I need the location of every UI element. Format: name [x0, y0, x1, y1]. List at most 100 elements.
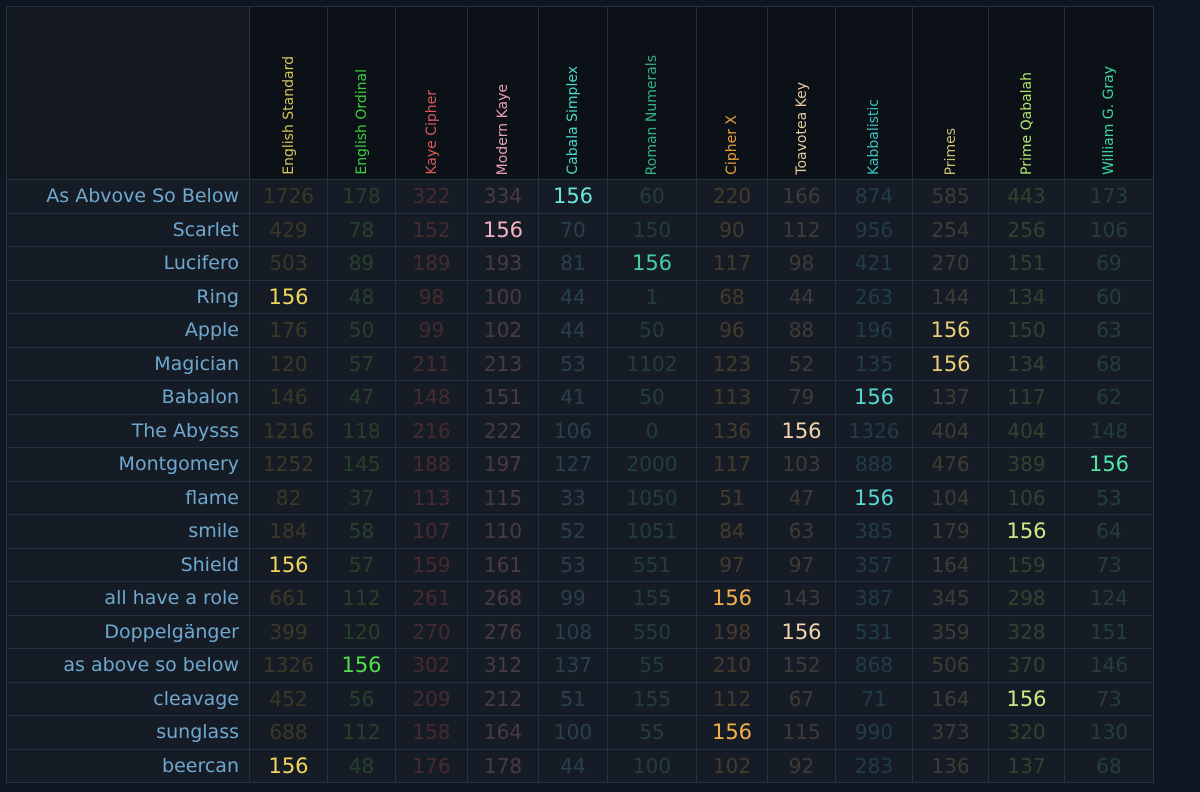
- value-cell[interactable]: 990: [835, 715, 913, 750]
- value-cell[interactable]: 118: [327, 413, 396, 448]
- value-cell[interactable]: 688: [249, 715, 328, 750]
- value-cell[interactable]: 359: [912, 614, 989, 649]
- value-cell[interactable]: 106: [538, 413, 608, 448]
- value-cell[interactable]: 47: [327, 380, 396, 415]
- value-cell[interactable]: 51: [538, 681, 608, 716]
- value-cell[interactable]: 531: [835, 614, 913, 649]
- value-cell-match[interactable]: 156: [538, 179, 608, 214]
- cipher-header-toavotea-key[interactable]: Toavotea Key: [767, 6, 836, 180]
- phrase-label[interactable]: Magician: [6, 346, 250, 381]
- value-cell[interactable]: 98: [767, 246, 836, 281]
- phrase-label[interactable]: sunglass: [6, 715, 250, 750]
- value-cell[interactable]: 127: [538, 447, 608, 482]
- value-cell[interactable]: 92: [767, 748, 836, 783]
- value-cell-match[interactable]: 156: [835, 480, 913, 515]
- value-cell[interactable]: 78: [327, 212, 396, 247]
- value-cell[interactable]: 159: [988, 547, 1065, 582]
- phrase-label[interactable]: Apple: [6, 313, 250, 348]
- value-cell[interactable]: 268: [467, 581, 539, 616]
- phrase-label[interactable]: Scarlet: [6, 212, 250, 247]
- value-cell[interactable]: 150: [607, 212, 697, 247]
- value-cell[interactable]: 98: [395, 279, 468, 314]
- value-cell[interactable]: 112: [327, 715, 396, 750]
- value-cell[interactable]: 100: [538, 715, 608, 750]
- value-cell[interactable]: 312: [467, 648, 539, 683]
- value-cell[interactable]: 73: [1064, 681, 1154, 716]
- value-cell[interactable]: 96: [696, 313, 768, 348]
- value-cell[interactable]: 67: [767, 681, 836, 716]
- value-cell[interactable]: 196: [835, 313, 913, 348]
- value-cell[interactable]: 50: [607, 380, 697, 415]
- value-cell[interactable]: 551: [607, 547, 697, 582]
- value-cell[interactable]: 404: [912, 413, 989, 448]
- value-cell[interactable]: 107: [395, 514, 468, 549]
- value-cell[interactable]: 270: [912, 246, 989, 281]
- value-cell[interactable]: 50: [327, 313, 396, 348]
- value-cell[interactable]: 57: [327, 547, 396, 582]
- value-cell[interactable]: 270: [395, 614, 468, 649]
- value-cell[interactable]: 178: [467, 748, 539, 783]
- value-cell[interactable]: 82: [249, 480, 328, 515]
- value-cell[interactable]: 53: [538, 346, 608, 381]
- value-cell[interactable]: 164: [912, 681, 989, 716]
- value-cell[interactable]: 89: [327, 246, 396, 281]
- value-cell[interactable]: 155: [607, 581, 697, 616]
- phrase-label[interactable]: As Abvove So Below: [6, 179, 250, 214]
- value-cell[interactable]: 179: [912, 514, 989, 549]
- value-cell-match[interactable]: 156: [835, 380, 913, 415]
- value-cell[interactable]: 68: [1064, 748, 1154, 783]
- value-cell-match[interactable]: 156: [696, 715, 768, 750]
- value-cell[interactable]: 52: [538, 514, 608, 549]
- value-cell[interactable]: 60: [607, 179, 697, 214]
- value-cell[interactable]: 1326: [249, 648, 328, 683]
- value-cell[interactable]: 110: [467, 514, 539, 549]
- value-cell[interactable]: 68: [696, 279, 768, 314]
- value-cell[interactable]: 51: [696, 480, 768, 515]
- phrase-label[interactable]: smile: [6, 514, 250, 549]
- value-cell[interactable]: 112: [327, 581, 396, 616]
- value-cell[interactable]: 1252: [249, 447, 328, 482]
- value-cell[interactable]: 176: [249, 313, 328, 348]
- value-cell[interactable]: 79: [767, 380, 836, 415]
- value-cell-match[interactable]: 156: [988, 514, 1065, 549]
- value-cell[interactable]: 112: [767, 212, 836, 247]
- value-cell[interactable]: 188: [395, 447, 468, 482]
- value-cell-match[interactable]: 156: [327, 648, 396, 683]
- value-cell[interactable]: 84: [696, 514, 768, 549]
- value-cell[interactable]: 868: [835, 648, 913, 683]
- value-cell-match[interactable]: 156: [1064, 447, 1154, 482]
- value-cell[interactable]: 151: [1064, 614, 1154, 649]
- value-cell[interactable]: 173: [1064, 179, 1154, 214]
- value-cell[interactable]: 117: [696, 246, 768, 281]
- value-cell[interactable]: 158: [395, 715, 468, 750]
- value-cell[interactable]: 70: [538, 212, 608, 247]
- value-cell[interactable]: 429: [249, 212, 328, 247]
- value-cell[interactable]: 137: [988, 748, 1065, 783]
- value-cell[interactable]: 184: [249, 514, 328, 549]
- value-cell[interactable]: 334: [467, 179, 539, 214]
- phrase-label[interactable]: flame: [6, 480, 250, 515]
- value-cell[interactable]: 73: [1064, 547, 1154, 582]
- phrase-label[interactable]: Lucifero: [6, 246, 250, 281]
- value-cell[interactable]: 106: [988, 480, 1065, 515]
- value-cell[interactable]: 148: [1064, 413, 1154, 448]
- value-cell[interactable]: 322: [395, 179, 468, 214]
- value-cell[interactable]: 53: [538, 547, 608, 582]
- value-cell-match[interactable]: 156: [767, 614, 836, 649]
- value-cell[interactable]: 120: [249, 346, 328, 381]
- value-cell[interactable]: 399: [249, 614, 328, 649]
- value-cell[interactable]: 99: [538, 581, 608, 616]
- value-cell[interactable]: 164: [912, 547, 989, 582]
- value-cell[interactable]: 320: [988, 715, 1065, 750]
- value-cell-match[interactable]: 156: [249, 279, 328, 314]
- value-cell[interactable]: 112: [696, 681, 768, 716]
- value-cell-match[interactable]: 156: [249, 748, 328, 783]
- value-cell[interactable]: 152: [395, 212, 468, 247]
- value-cell[interactable]: 108: [538, 614, 608, 649]
- value-cell[interactable]: 104: [912, 480, 989, 515]
- value-cell[interactable]: 62: [1064, 380, 1154, 415]
- value-cell[interactable]: 261: [395, 581, 468, 616]
- value-cell[interactable]: 71: [835, 681, 913, 716]
- value-cell[interactable]: 1326: [835, 413, 913, 448]
- value-cell[interactable]: 283: [835, 748, 913, 783]
